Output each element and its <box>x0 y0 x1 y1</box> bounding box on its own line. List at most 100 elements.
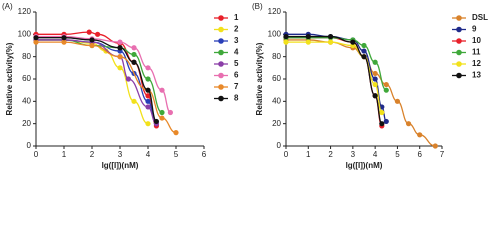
data-point <box>394 98 401 104</box>
legend-label: 13 <box>472 71 481 80</box>
data-point <box>305 39 311 45</box>
x-tick-label: 1 <box>306 150 311 159</box>
data-point <box>383 81 389 88</box>
y-tick-label: 60 <box>22 74 31 83</box>
x-tick-label: 0 <box>284 150 289 159</box>
data-point <box>131 98 137 104</box>
legend-label: 8 <box>234 94 239 103</box>
y-tick-label: 0 <box>27 141 32 150</box>
data-point <box>383 118 389 125</box>
series-line <box>36 39 163 114</box>
legend-marker <box>218 15 224 21</box>
y-tick-label: 120 <box>268 7 282 16</box>
data-point <box>33 39 39 45</box>
x-tick-label: 4 <box>146 150 151 159</box>
data-point <box>159 115 165 121</box>
legend-marker <box>456 49 462 56</box>
data-point <box>145 104 151 110</box>
data-point <box>89 37 95 43</box>
data-point <box>145 98 151 104</box>
legend-marker <box>456 72 462 79</box>
legend-marker <box>218 95 224 102</box>
x-tick-label: 5 <box>395 150 400 159</box>
data-point <box>372 70 378 77</box>
panel-title: (B) <box>252 2 263 11</box>
y-tick-label: 120 <box>18 7 32 16</box>
data-point <box>159 109 165 116</box>
data-point <box>327 33 334 40</box>
data-point <box>173 130 179 136</box>
x-tick-label: 5 <box>174 150 179 159</box>
data-point <box>361 54 367 60</box>
data-point <box>372 59 378 65</box>
x-axis-label: lg([I])(nM) <box>346 161 383 170</box>
legend-label: 4 <box>234 48 239 57</box>
data-point <box>117 65 123 71</box>
data-point <box>361 48 367 54</box>
y-tick-label: 40 <box>272 96 281 105</box>
legend-label: 11 <box>472 48 481 57</box>
data-point <box>145 65 151 71</box>
data-point <box>89 42 95 49</box>
legend-marker <box>456 38 462 44</box>
legend-label: 12 <box>472 59 481 68</box>
data-point <box>117 45 123 51</box>
data-point <box>361 42 367 49</box>
x-tick-label: 3 <box>351 150 356 159</box>
legend-marker <box>456 26 462 33</box>
data-point <box>283 39 289 45</box>
legend-marker <box>218 26 224 33</box>
y-tick-label: 100 <box>18 29 32 38</box>
series-line <box>36 39 149 125</box>
data-point <box>432 143 438 149</box>
data-point <box>131 59 137 65</box>
y-axis-label: Relative activity(%) <box>5 42 14 115</box>
legend-label: 3 <box>234 36 239 45</box>
x-tick-label: 2 <box>90 150 95 159</box>
legend-label: DSL <box>472 13 488 22</box>
data-point <box>95 31 101 37</box>
y-tick-label: 0 <box>277 141 282 150</box>
x-axis-label: lg([I])(nM) <box>102 161 139 170</box>
data-point <box>86 29 92 35</box>
data-point <box>372 81 378 88</box>
y-tick-label: 80 <box>22 52 31 61</box>
data-point <box>33 35 39 41</box>
legend-marker <box>456 15 462 21</box>
x-tick-label: 4 <box>373 150 378 159</box>
data-point <box>145 87 151 93</box>
data-point <box>417 132 423 138</box>
legend-marker <box>218 38 224 44</box>
data-point <box>379 109 385 116</box>
legend-label: 7 <box>234 82 239 91</box>
legend-marker <box>218 61 224 67</box>
data-point <box>405 121 412 127</box>
legend-label: 1 <box>234 13 239 22</box>
y-tick-label: 80 <box>272 52 281 61</box>
data-point <box>61 39 67 45</box>
x-tick-label: 1 <box>62 150 67 159</box>
legend-marker <box>456 61 462 67</box>
panel-title: (A) <box>2 2 13 11</box>
data-point <box>145 121 151 127</box>
data-point <box>131 51 137 58</box>
legend-marker <box>218 84 224 90</box>
series-line <box>286 41 383 114</box>
data-point <box>117 39 123 45</box>
y-tick-label: 60 <box>272 74 281 83</box>
legend-marker <box>218 49 224 56</box>
y-tick-label: 40 <box>22 96 31 105</box>
x-tick-label: 3 <box>118 150 123 159</box>
data-point <box>167 109 173 116</box>
legend-label: 9 <box>472 25 477 34</box>
data-point <box>145 93 151 99</box>
y-tick-label: 100 <box>268 29 282 38</box>
data-point <box>145 76 151 82</box>
data-point <box>350 39 356 45</box>
data-point <box>117 54 123 60</box>
data-point <box>372 93 378 99</box>
y-tick-label: 20 <box>272 119 281 128</box>
series-line <box>286 37 387 91</box>
y-axis-label: Relative activity(%) <box>255 42 264 115</box>
